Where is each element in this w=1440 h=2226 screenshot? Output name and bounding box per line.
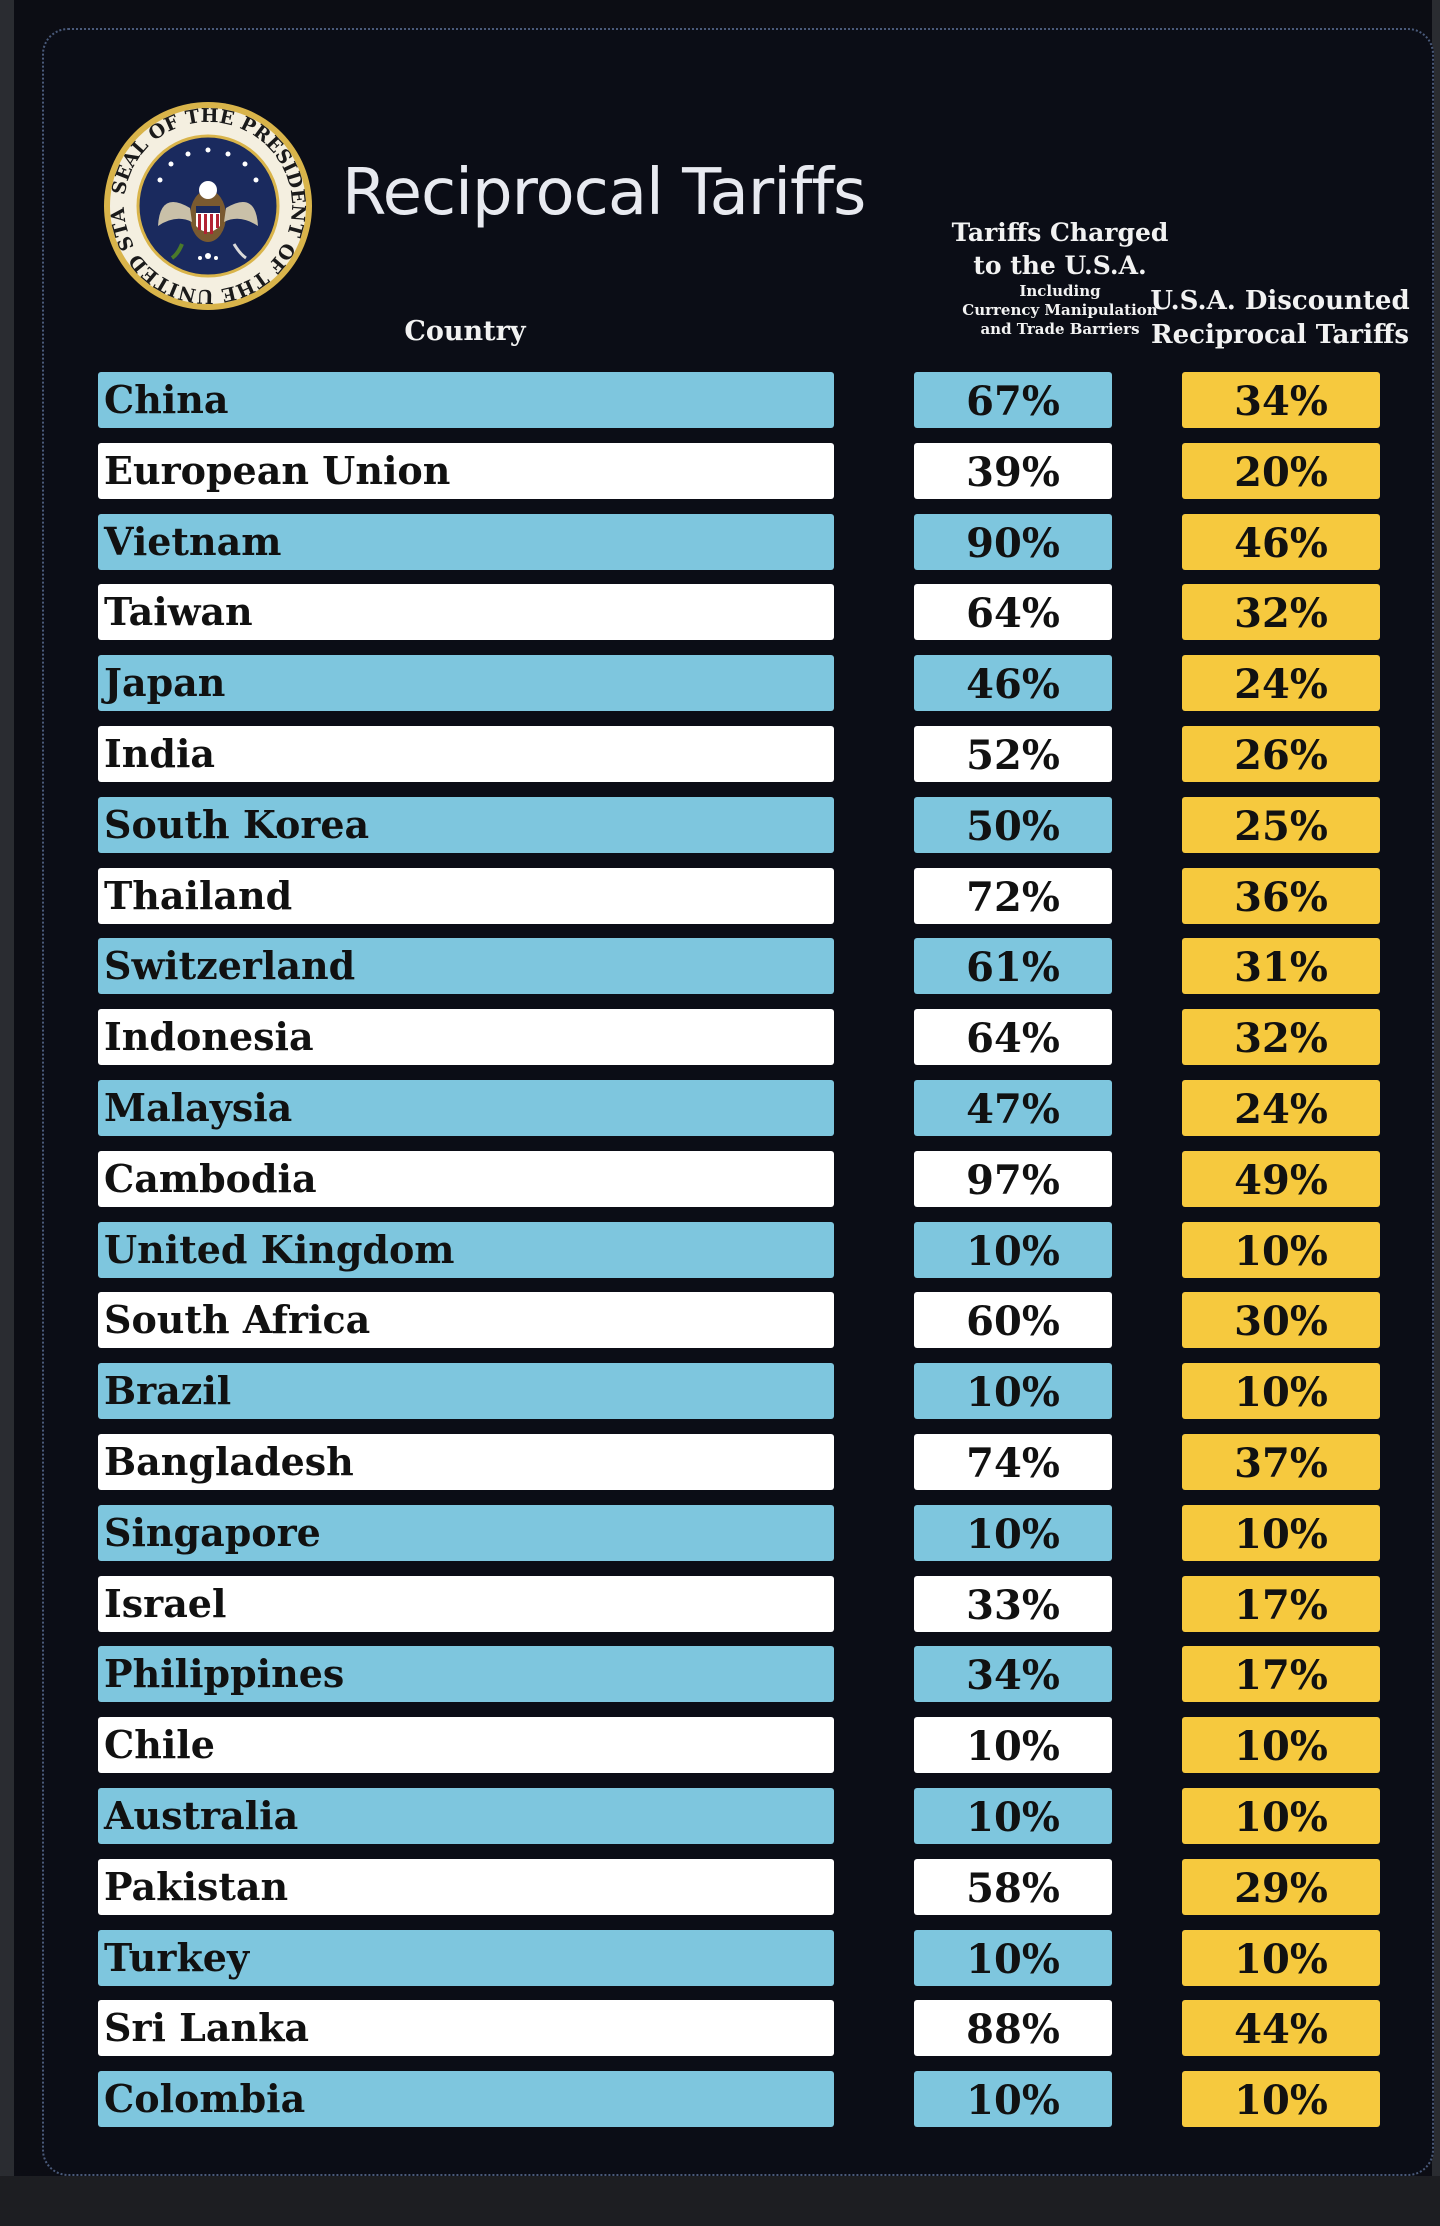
tariff-charged-cell: 64% (914, 584, 1112, 640)
right-edge-strip (1432, 0, 1440, 2226)
tariff-charged-cell: 10% (914, 1363, 1112, 1419)
country-cell: Malaysia (98, 1080, 834, 1136)
header-discount-line1: U.S.A. Discounted (1150, 286, 1410, 316)
country-cell: Vietnam (98, 514, 834, 570)
discounted-tariff-cell: 34% (1182, 372, 1380, 428)
country-cell: China (98, 372, 834, 428)
country-cell: Singapore (98, 1505, 834, 1561)
tariff-charged-cell: 74% (914, 1434, 1112, 1490)
bottom-edge-strip (0, 2176, 1440, 2226)
tariff-charged-cell: 88% (914, 2000, 1112, 2056)
country-cell: Philippines (98, 1646, 834, 1702)
discounted-tariff-cell: 44% (1182, 2000, 1380, 2056)
country-cell: Indonesia (98, 1009, 834, 1065)
country-cell: Turkey (98, 1930, 834, 1986)
header-charged-line2: to the U.S.A. (973, 251, 1147, 280)
country-cell: India (98, 726, 834, 782)
tariff-charged-cell: 10% (914, 2071, 1112, 2127)
discounted-tariff-cell: 10% (1182, 1930, 1380, 1986)
discounted-tariff-cell: 49% (1182, 1151, 1380, 1207)
discounted-tariff-cell: 10% (1182, 1505, 1380, 1561)
discounted-tariff-cell: 10% (1182, 1363, 1380, 1419)
tariff-charged-cell: 60% (914, 1292, 1112, 1348)
page-title: Reciprocal Tariffs (342, 156, 866, 230)
tariff-charged-cell: 97% (914, 1151, 1112, 1207)
discounted-tariff-cell: 25% (1182, 797, 1380, 853)
discounted-tariff-cell: 10% (1182, 2071, 1380, 2127)
header-country: Country (404, 316, 526, 347)
country-cell: Taiwan (98, 584, 834, 640)
country-cell: Sri Lanka (98, 2000, 834, 2056)
header-charged-small1: Including (1019, 282, 1101, 300)
discounted-tariff-cell: 17% (1182, 1576, 1380, 1632)
discounted-tariff-cell: 10% (1182, 1788, 1380, 1844)
tariff-charged-cell: 10% (914, 1788, 1112, 1844)
discounted-tariff-cell: 30% (1182, 1292, 1380, 1348)
header-charged-small2: Currency Manipulation (962, 301, 1158, 319)
country-cell: Brazil (98, 1363, 834, 1419)
tariff-charged-cell: 61% (914, 938, 1112, 994)
header-tariffs-charged: Tariffs Charged to the U.S.A. Including … (890, 216, 1230, 339)
header-discounted-tariffs: U.S.A. Discounted Reciprocal Tariffs (1150, 284, 1410, 352)
country-cell: Bangladesh (98, 1434, 834, 1490)
country-cell: Pakistan (98, 1859, 834, 1915)
tariff-charged-cell: 39% (914, 443, 1112, 499)
country-cell: Colombia (98, 2071, 834, 2127)
country-cell: United Kingdom (98, 1222, 834, 1278)
discounted-tariff-cell: 29% (1182, 1859, 1380, 1915)
country-cell: Chile (98, 1717, 834, 1773)
country-cell: Japan (98, 655, 834, 711)
tariff-charged-cell: 10% (914, 1222, 1112, 1278)
tariff-charged-cell: 10% (914, 1505, 1112, 1561)
discounted-tariff-cell: 10% (1182, 1717, 1380, 1773)
country-cell: South Africa (98, 1292, 834, 1348)
discounted-tariff-cell: 37% (1182, 1434, 1380, 1490)
discounted-tariff-cell: 46% (1182, 514, 1380, 570)
tariff-charged-cell: 46% (914, 655, 1112, 711)
discounted-tariff-cell: 17% (1182, 1646, 1380, 1702)
discounted-tariff-cell: 36% (1182, 868, 1380, 924)
header-charged-small3: and Trade Barriers (980, 320, 1140, 338)
header-charged-line1: Tariffs Charged (951, 218, 1169, 247)
discounted-tariff-cell: 20% (1182, 443, 1380, 499)
discounted-tariff-cell: 32% (1182, 1009, 1380, 1065)
tariff-charged-cell: 67% (914, 372, 1112, 428)
tariff-charged-cell: 58% (914, 1859, 1112, 1915)
tariff-charged-cell: 10% (914, 1717, 1112, 1773)
presidential-seal-icon: SEAL OF THE PRESIDENT OF THE UNITED STAT… (100, 98, 312, 310)
tariff-charged-cell: 33% (914, 1576, 1112, 1632)
discounted-tariff-cell: 32% (1182, 584, 1380, 640)
country-cell: European Union (98, 443, 834, 499)
country-cell: Australia (98, 1788, 834, 1844)
tariff-charged-cell: 50% (914, 797, 1112, 853)
discounted-tariff-cell: 26% (1182, 726, 1380, 782)
tariff-charged-cell: 90% (914, 514, 1112, 570)
tariff-charged-cell: 34% (914, 1646, 1112, 1702)
country-cell: Thailand (98, 868, 834, 924)
header-discount-line2: Reciprocal Tariffs (1151, 320, 1409, 350)
tariff-charged-cell: 47% (914, 1080, 1112, 1136)
country-cell: South Korea (98, 797, 834, 853)
country-cell: Switzerland (98, 938, 834, 994)
discounted-tariff-cell: 31% (1182, 938, 1380, 994)
tariff-charged-cell: 52% (914, 726, 1112, 782)
discounted-tariff-cell: 10% (1182, 1222, 1380, 1278)
country-cell: Israel (98, 1576, 834, 1632)
country-cell: Cambodia (98, 1151, 834, 1207)
tariff-charged-cell: 10% (914, 1930, 1112, 1986)
discounted-tariff-cell: 24% (1182, 1080, 1380, 1136)
discounted-tariff-cell: 24% (1182, 655, 1380, 711)
left-edge-strip (0, 0, 14, 2226)
tariff-charged-cell: 72% (914, 868, 1112, 924)
tariff-charged-cell: 64% (914, 1009, 1112, 1065)
